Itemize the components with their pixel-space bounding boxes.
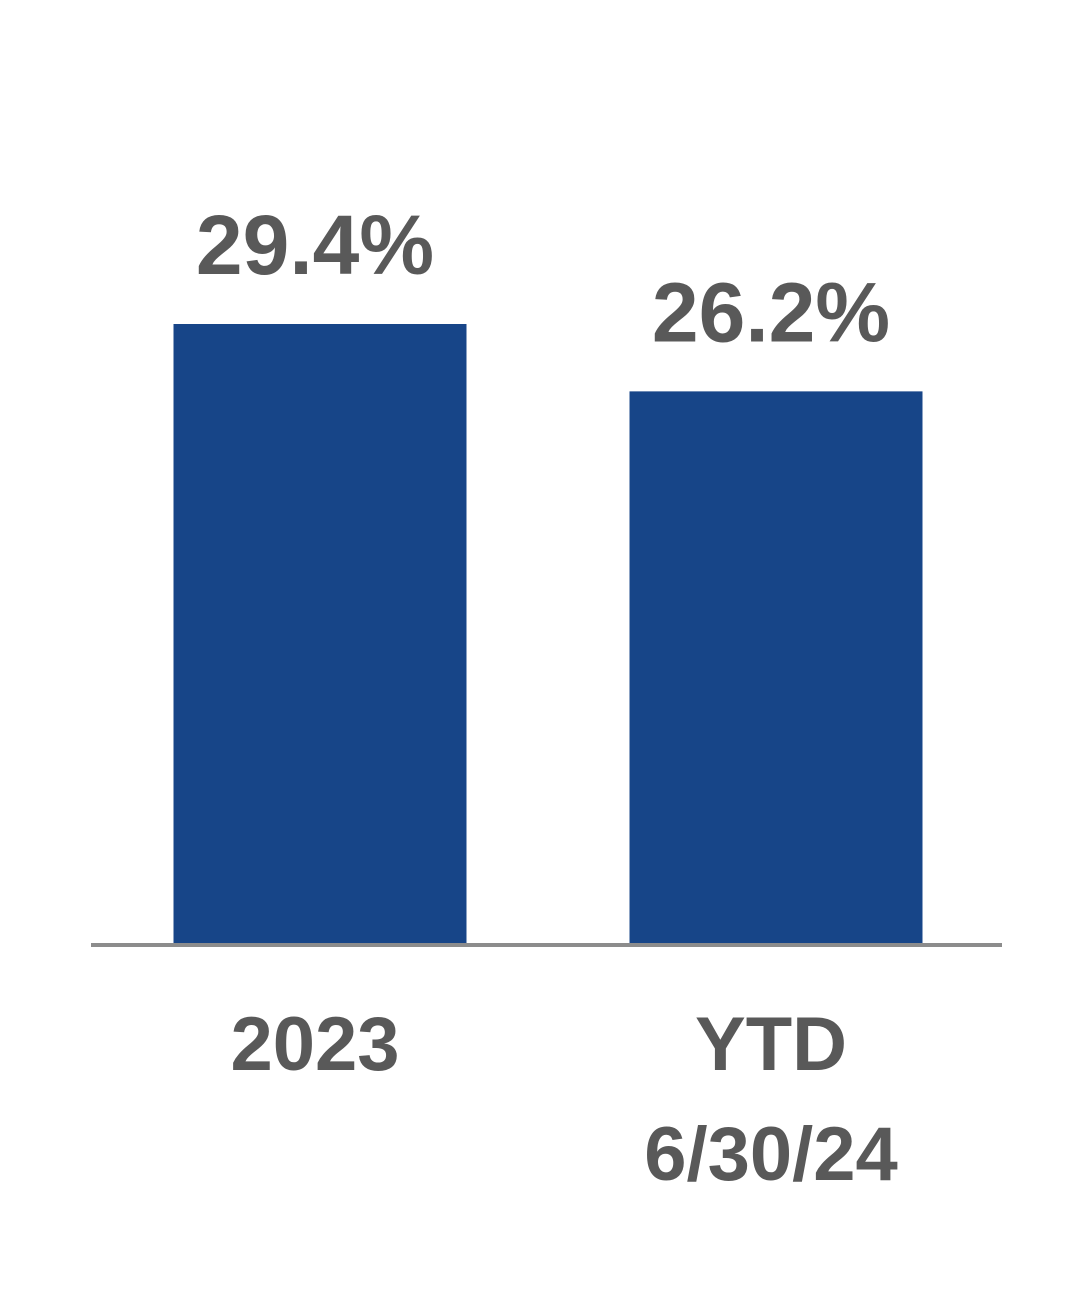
category-label-1-line-1: 6/30/24 [644,1112,898,1197]
bars-group [173,324,923,943]
data-label-1: 26.2% [652,265,890,359]
data-label-0: 29.4% [196,198,434,292]
value-labels-group: 29.4% 26.2% [196,198,890,359]
bar-1 [629,391,923,943]
category-labels-group: 2023 YTD 6/30/24 [230,1002,897,1197]
category-label-1-line-0: YTD [695,1002,847,1087]
category-label-0-line-0: 2023 [230,1002,399,1087]
bar-0 [173,324,467,943]
